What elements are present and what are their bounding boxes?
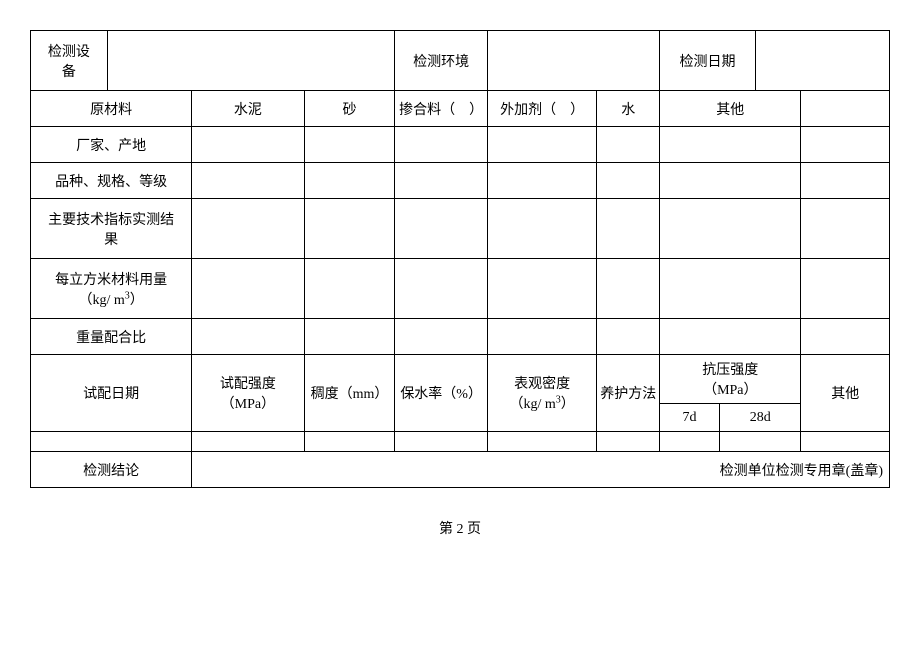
ratio-v1 bbox=[192, 319, 304, 355]
inspection-table: 检测设 备 检测环境 检测日期 原材料 水泥 砂 掺合料（ ） 外加剂（ ） 水… bbox=[30, 30, 890, 488]
density-text: 表观密度（kg/ m3） bbox=[510, 377, 575, 412]
usage-v1 bbox=[192, 259, 304, 319]
trial-curing-label: 养护方法 bbox=[597, 355, 660, 432]
tech-v4 bbox=[487, 199, 597, 259]
factory-v5 bbox=[597, 127, 660, 163]
ratio-label: 重量配合比 bbox=[31, 319, 192, 355]
tech-v2 bbox=[304, 199, 395, 259]
spec-v3 bbox=[395, 163, 487, 199]
trial-density-label: 表观密度（kg/ m3） bbox=[487, 355, 597, 432]
env-label: 检测环境 bbox=[395, 31, 487, 91]
col-additive: 外加剂（ ） bbox=[487, 91, 597, 127]
col-admix: 掺合料（ ） bbox=[395, 91, 487, 127]
col-blank bbox=[801, 91, 890, 127]
ratio-v5 bbox=[597, 319, 660, 355]
ratio-v4 bbox=[487, 319, 597, 355]
materials-label: 原材料 bbox=[31, 91, 192, 127]
spec-v6 bbox=[660, 163, 801, 199]
equip-label: 检测设 备 bbox=[31, 31, 108, 91]
tv-date bbox=[31, 432, 192, 452]
usage-v4 bbox=[487, 259, 597, 319]
tech-v1 bbox=[192, 199, 304, 259]
factory-v7 bbox=[801, 127, 890, 163]
factory-v4 bbox=[487, 127, 597, 163]
factory-v3 bbox=[395, 127, 487, 163]
spec-v4 bbox=[487, 163, 597, 199]
spec-v7 bbox=[801, 163, 890, 199]
tv-density bbox=[487, 432, 597, 452]
factory-v6 bbox=[660, 127, 801, 163]
trial-consistency-label: 稠度（mm） bbox=[304, 355, 395, 432]
date-value bbox=[755, 31, 889, 91]
tech-v7 bbox=[801, 199, 890, 259]
factory-label: 厂家、产地 bbox=[31, 127, 192, 163]
usage-v7 bbox=[801, 259, 890, 319]
ratio-v7 bbox=[801, 319, 890, 355]
env-value bbox=[487, 31, 659, 91]
spec-v5 bbox=[597, 163, 660, 199]
col-other: 其他 bbox=[660, 91, 801, 127]
trial-date-label: 试配日期 bbox=[31, 355, 192, 432]
tech-v5 bbox=[597, 199, 660, 259]
d28-label: 28d bbox=[719, 404, 801, 432]
usage-text: 每立方米材料用量（kg/ m3） bbox=[55, 273, 167, 308]
tv-7d bbox=[660, 432, 720, 452]
tech-v3 bbox=[395, 199, 487, 259]
date-label: 检测日期 bbox=[660, 31, 756, 91]
usage-v6 bbox=[660, 259, 801, 319]
spec-label: 品种、规格、等级 bbox=[31, 163, 192, 199]
tv-28d bbox=[719, 432, 801, 452]
spec-v2 bbox=[304, 163, 395, 199]
d7-label: 7d bbox=[660, 404, 720, 432]
col-cement: 水泥 bbox=[192, 91, 304, 127]
usage-v3 bbox=[395, 259, 487, 319]
ratio-v2 bbox=[304, 319, 395, 355]
usage-label: 每立方米材料用量（kg/ m3） bbox=[31, 259, 192, 319]
factory-v2 bbox=[304, 127, 395, 163]
trial-strength-label: 试配强度 （MPa） bbox=[192, 355, 304, 432]
trial-other-label: 其他 bbox=[801, 355, 890, 432]
spec-v1 bbox=[192, 163, 304, 199]
stamp-cell: 检测单位检测专用章(盖章) bbox=[192, 452, 890, 488]
conclusion-label: 检测结论 bbox=[31, 452, 192, 488]
tv-strength bbox=[192, 432, 304, 452]
ratio-v6 bbox=[660, 319, 801, 355]
equip-value bbox=[107, 31, 395, 91]
trial-water-label: 保水率（%） bbox=[395, 355, 487, 432]
col-water: 水 bbox=[597, 91, 660, 127]
tv-consistency bbox=[304, 432, 395, 452]
tv-other bbox=[801, 432, 890, 452]
ratio-v3 bbox=[395, 319, 487, 355]
col-sand: 砂 bbox=[304, 91, 395, 127]
page-number: 第 2 页 bbox=[30, 518, 890, 538]
usage-v2 bbox=[304, 259, 395, 319]
factory-v1 bbox=[192, 127, 304, 163]
tech-label: 主要技术指标实测结 果 bbox=[31, 199, 192, 259]
tv-curing bbox=[597, 432, 660, 452]
tv-water bbox=[395, 432, 487, 452]
usage-v5 bbox=[597, 259, 660, 319]
trial-compress-label: 抗压强度 （MPa） bbox=[660, 355, 801, 404]
tech-v6 bbox=[660, 199, 801, 259]
